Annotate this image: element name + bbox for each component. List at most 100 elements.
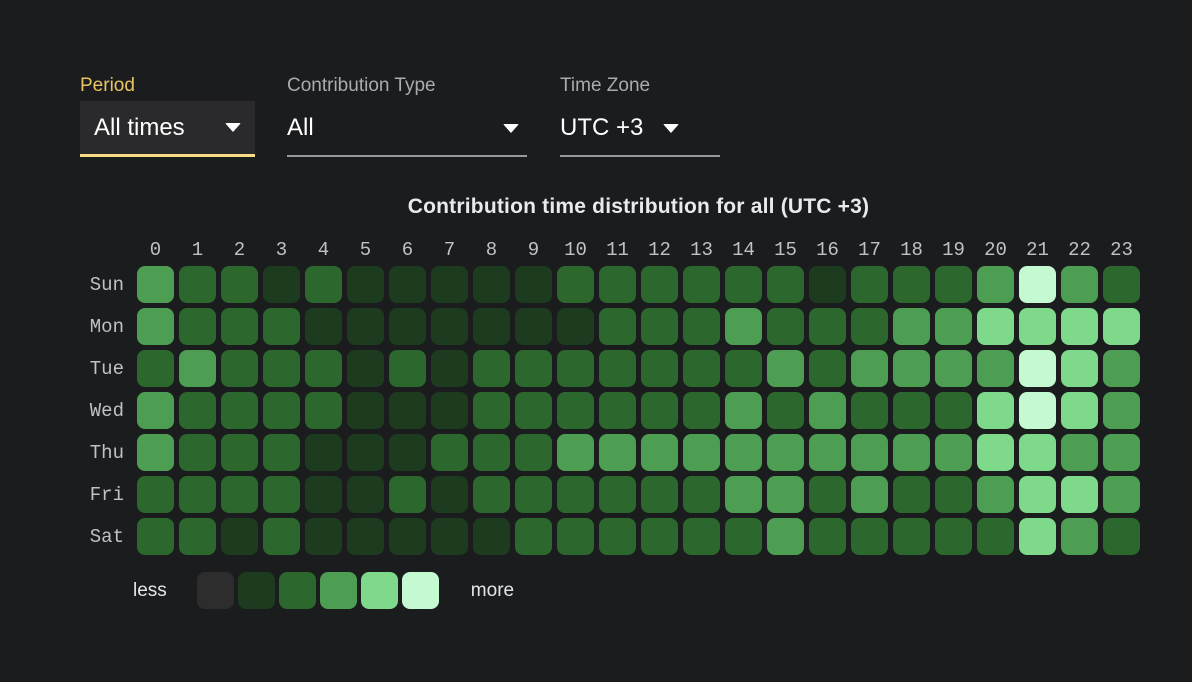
heatmap-cell (515, 476, 552, 513)
chart-title: Contribution time distribution for all (… (407, 195, 870, 218)
heatmap-cell (347, 518, 384, 555)
hour-label: 20 (984, 239, 1007, 261)
heatmap-cell (1019, 266, 1056, 303)
heatmap-cell (851, 392, 888, 429)
heatmap-cell (347, 350, 384, 387)
heatmap-cell (263, 308, 300, 345)
heatmap-cell (1103, 476, 1140, 513)
heatmap-cell (935, 476, 972, 513)
heatmap-cell (263, 434, 300, 471)
heatmap-cell (977, 350, 1014, 387)
heatmap-cell (725, 392, 762, 429)
heatmap-cell (515, 434, 552, 471)
heatmap-cell (137, 476, 174, 513)
heatmap-cell (767, 266, 804, 303)
heatmap-cell (767, 308, 804, 345)
contribution-type-filter: Contribution Type All (255, 74, 527, 157)
period-filter: Period All times (80, 74, 255, 157)
heatmap-cell (683, 476, 720, 513)
heatmap-cell (1103, 434, 1140, 471)
heatmap-cell (305, 476, 342, 513)
hour-label: 13 (690, 239, 713, 261)
day-label-sun: Sun (89, 273, 124, 296)
heatmap-cell (557, 434, 594, 471)
heatmap-cell (767, 350, 804, 387)
heatmap-cell (683, 266, 720, 303)
legend-swatch-level-1 (237, 572, 275, 609)
hour-label: 10 (564, 239, 587, 261)
heatmap-cell (179, 308, 216, 345)
heatmap-cell (767, 518, 804, 555)
heatmap-grid: 0 1 2 3 4 5 6 7 8 9 10 11 12 13 14 15 16 17 18 19 20 21 22 23 Su… (80, 233, 1192, 555)
hour-label: 5 (359, 239, 372, 261)
heatmap-cell (137, 392, 174, 429)
heatmap-cell (683, 350, 720, 387)
heatmap-cell (431, 308, 468, 345)
heatmap-cell (977, 266, 1014, 303)
heatmap-cell (767, 392, 804, 429)
heatmap-cell (1061, 476, 1098, 513)
heatmap-cell (641, 434, 678, 471)
heatmap-cell (809, 266, 846, 303)
heatmap-cell (221, 392, 258, 429)
heatmap-cell (221, 434, 258, 471)
heatmap-cell (893, 266, 930, 303)
heatmap-cell (977, 434, 1014, 471)
heatmap-cell (305, 434, 342, 471)
contribution-type-select-value: All (287, 114, 314, 141)
heatmap-cell (557, 350, 594, 387)
heatmap-cell (221, 350, 258, 387)
heatmap-cell (179, 392, 216, 429)
heatmap-cell (263, 350, 300, 387)
heatmap-cell (1103, 392, 1140, 429)
legend-swatch-level-0 (196, 572, 234, 609)
heatmap-cell (725, 434, 762, 471)
heatmap-cell (515, 518, 552, 555)
hour-label: 21 (1026, 239, 1049, 261)
legend-more-label: more (470, 579, 515, 601)
heatmap-cell (809, 434, 846, 471)
heatmap-cell (473, 476, 510, 513)
heatmap-cell (641, 266, 678, 303)
heatmap-cell (1061, 350, 1098, 387)
legend-swatch-level-4 (360, 572, 398, 609)
hour-label: 23 (1110, 239, 1133, 261)
contribution-type-select[interactable]: All (287, 101, 527, 157)
heatmap-cell (725, 308, 762, 345)
heatmap-cell (389, 266, 426, 303)
heatmap-cell (1061, 392, 1098, 429)
heatmap-cell (389, 476, 426, 513)
heatmap-cell (137, 434, 174, 471)
hour-label: 18 (900, 239, 923, 261)
heatmap-cell (599, 392, 636, 429)
heatmap-cell (851, 476, 888, 513)
heatmap-cell (263, 476, 300, 513)
hour-label: 17 (858, 239, 881, 261)
day-label-tue: Tue (89, 357, 124, 380)
heatmap-cell (1103, 350, 1140, 387)
heatmap-cell (137, 266, 174, 303)
day-label-mon: Mon (89, 315, 124, 338)
hour-label: 4 (317, 239, 330, 261)
heatmap-cell (179, 518, 216, 555)
heatmap-cell (473, 350, 510, 387)
heatmap-cell (809, 476, 846, 513)
heatmap-cell (305, 392, 342, 429)
heatmap-cell (935, 350, 972, 387)
heatmap-cell (935, 266, 972, 303)
period-filter-label: Period (80, 75, 135, 96)
heatmap-cell (977, 392, 1014, 429)
heatmap-cell (389, 350, 426, 387)
heatmap-cell (1019, 476, 1056, 513)
hour-label: 2 (233, 239, 246, 261)
timezone-select[interactable]: UTC +3 (560, 101, 720, 157)
heatmap-cell (347, 308, 384, 345)
heatmap-cell (1019, 350, 1056, 387)
heatmap-cell (221, 308, 258, 345)
heatmap-cell (893, 392, 930, 429)
period-select[interactable]: All times (80, 101, 255, 157)
legend-swatches (196, 572, 439, 609)
timezone-select-value: UTC +3 (560, 114, 644, 141)
heatmap-cell (305, 518, 342, 555)
heatmap-cell (683, 392, 720, 429)
